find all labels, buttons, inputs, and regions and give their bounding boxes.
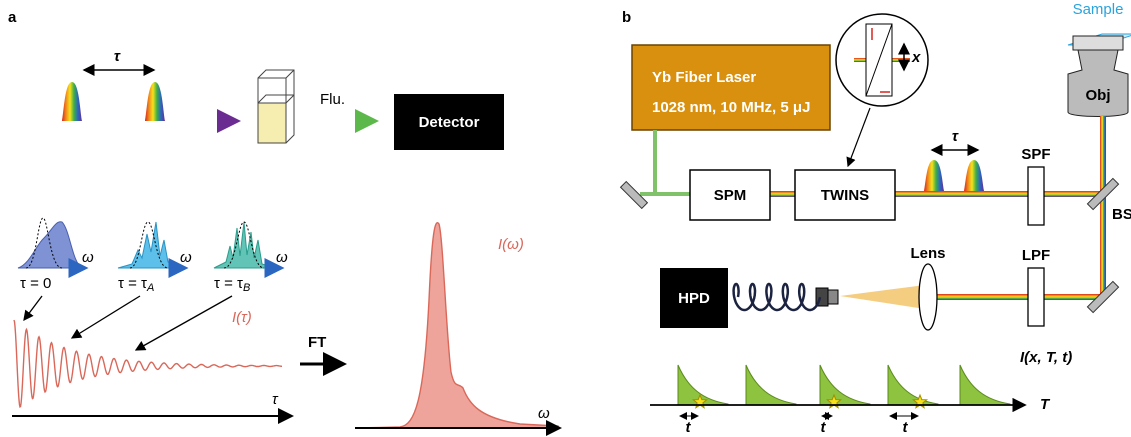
pointer-arrow [70,295,141,339]
shape [117,221,183,269]
focused-beam [840,285,925,309]
laser-name: Yb Fiber Laser [652,69,756,86]
lens-label: Lens [910,245,945,262]
shape [129,221,169,269]
shape [213,221,277,269]
decay-pulse [959,364,1011,406]
spm-label: SPM [714,187,747,204]
pulse [924,160,944,191]
shape [25,217,63,269]
shape [257,102,287,144]
panel-label: b [622,9,631,26]
delay-t-label: t [821,419,827,436]
shape [865,23,893,97]
detector-box [394,94,504,150]
delay-t-label: t [686,419,692,436]
laser-specs: 1028 nm, 10 MHz, 5 μJ [652,99,810,116]
pulse [62,82,82,121]
omega-label: ω [82,249,94,266]
fluorescence-label: Flu. [320,91,345,108]
spectrum-delay-label: τ = τB [214,275,250,294]
pointer-arrow [134,295,233,351]
hpd-box [660,268,728,328]
spf-filter [1027,166,1045,226]
beam [1100,197,1106,297]
beam [925,294,1103,300]
spectrum-label: I(ω) [498,236,524,253]
panel-label: a [8,9,17,26]
hpd-label: HPD [678,290,710,307]
signal-label: I(x, T, t) [1020,349,1072,366]
interferogram [13,319,282,408]
label-subscript: B [243,282,250,294]
omega-label: ω [180,249,192,266]
mirror [1086,280,1120,314]
decay-pulse [677,364,729,406]
detector-label: Detector [419,114,480,131]
spectrum-0 [15,217,89,278]
delay-label: τ [952,128,959,145]
twins-label: TWINS [821,187,869,204]
shape [827,289,839,305]
mirror [619,180,649,210]
bs-label: BS [1112,206,1131,223]
spectrum-1 [115,221,189,278]
lens [918,263,938,331]
delay-t-label: t [903,419,909,436]
pulse [145,82,165,121]
lpf-label: LPF [1022,247,1050,264]
time-axis-label: T [1040,396,1051,413]
sample-stage [1067,33,1131,51]
spectrum [354,222,559,429]
decay-pulse [887,364,939,406]
pulse [964,160,984,191]
shape [257,69,295,144]
ft-label: FT [308,334,326,351]
laser-box [631,44,831,131]
spectrum-2 [211,221,285,278]
decay-pulse [745,364,797,406]
pump-fiber [640,130,657,196]
tau-axis-label: τ [272,391,279,408]
beam [1100,116,1106,197]
twins-box [794,169,896,221]
spm-box [689,169,771,221]
decay-pulse [819,364,871,406]
objective-label: Obj [1086,87,1111,104]
shape [223,221,265,269]
objective [1067,49,1129,117]
fiber-coil [732,282,822,312]
shape [1072,35,1124,51]
cuvette [257,69,295,144]
label-subscript: A [146,282,154,294]
label-text: τ = τ [214,275,243,292]
spectrum-delay-label: τ = 0 [20,275,51,292]
shape [17,221,84,269]
pointer-arrow [23,295,43,322]
time-trace [677,364,1011,420]
omega-axis-label: ω [538,405,550,422]
spf-label: SPF [1021,146,1050,163]
omega-label: ω [276,249,288,266]
sample-label: Sample [1073,1,1124,18]
beam-splitter [1086,177,1120,211]
beam [770,191,1103,197]
lpf-filter [1027,267,1045,327]
inset-pointer [846,107,871,168]
signal-label: I(τ) [232,309,252,326]
twins-inset [835,13,929,107]
delay-label: τ [114,48,121,65]
spectrum-delay-label: τ = τA [118,275,154,294]
inset-axis-label: x [911,49,921,66]
label-text: τ = τ [118,275,147,292]
